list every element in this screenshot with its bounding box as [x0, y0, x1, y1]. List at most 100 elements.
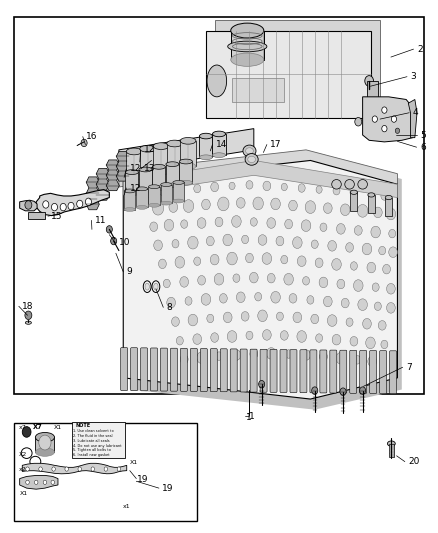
Circle shape — [363, 318, 371, 329]
Ellipse shape — [140, 171, 155, 177]
Circle shape — [194, 184, 201, 193]
Text: X7: X7 — [33, 424, 42, 430]
Circle shape — [336, 223, 345, 234]
Circle shape — [276, 312, 283, 320]
Ellipse shape — [173, 181, 184, 184]
Ellipse shape — [148, 185, 160, 189]
FancyBboxPatch shape — [170, 348, 177, 391]
Circle shape — [184, 200, 194, 213]
Circle shape — [293, 312, 302, 322]
Bar — [136, 189, 148, 207]
Circle shape — [106, 225, 113, 233]
Circle shape — [175, 256, 185, 268]
FancyBboxPatch shape — [220, 349, 227, 392]
Circle shape — [381, 192, 388, 200]
Ellipse shape — [173, 199, 184, 203]
Ellipse shape — [199, 133, 212, 139]
Circle shape — [159, 187, 166, 196]
Circle shape — [293, 237, 302, 248]
Circle shape — [246, 253, 253, 263]
Bar — [199, 136, 212, 157]
Ellipse shape — [166, 183, 179, 188]
Text: 20: 20 — [408, 457, 420, 466]
Text: 3: 3 — [410, 72, 416, 81]
Polygon shape — [36, 190, 109, 216]
Bar — [389, 443, 394, 457]
Ellipse shape — [180, 180, 192, 185]
Circle shape — [353, 280, 363, 292]
Circle shape — [276, 236, 284, 246]
Circle shape — [365, 76, 374, 86]
Text: 19: 19 — [137, 475, 148, 484]
Circle shape — [297, 256, 306, 266]
Bar — [367, 81, 378, 102]
Circle shape — [104, 467, 108, 471]
Ellipse shape — [345, 180, 354, 189]
Circle shape — [35, 480, 38, 484]
Circle shape — [340, 204, 350, 216]
FancyBboxPatch shape — [215, 20, 380, 108]
Circle shape — [271, 198, 280, 210]
Circle shape — [169, 202, 178, 213]
Text: 19: 19 — [162, 483, 174, 492]
Circle shape — [211, 182, 219, 192]
Polygon shape — [20, 200, 37, 211]
Circle shape — [91, 467, 95, 471]
Bar — [124, 191, 135, 209]
Circle shape — [297, 330, 307, 342]
Text: 10: 10 — [119, 238, 131, 247]
FancyBboxPatch shape — [160, 348, 167, 391]
Circle shape — [201, 199, 210, 210]
Circle shape — [219, 294, 227, 303]
Circle shape — [346, 318, 353, 326]
Circle shape — [180, 277, 188, 287]
Circle shape — [362, 243, 372, 255]
Circle shape — [150, 222, 158, 231]
Ellipse shape — [180, 138, 196, 144]
Circle shape — [332, 334, 341, 345]
Circle shape — [303, 277, 310, 285]
FancyBboxPatch shape — [330, 350, 337, 393]
Circle shape — [111, 237, 117, 245]
Ellipse shape — [140, 146, 155, 152]
Text: 11: 11 — [95, 216, 106, 225]
Polygon shape — [123, 160, 397, 399]
Circle shape — [188, 314, 198, 326]
Bar — [166, 164, 179, 185]
Ellipse shape — [136, 187, 148, 191]
Ellipse shape — [125, 169, 138, 174]
Bar — [14, 17, 424, 394]
FancyBboxPatch shape — [310, 350, 317, 393]
Polygon shape — [20, 475, 58, 489]
Text: 8: 8 — [167, 303, 173, 312]
Circle shape — [43, 480, 47, 484]
Circle shape — [65, 467, 68, 471]
Ellipse shape — [180, 159, 192, 164]
Circle shape — [374, 302, 381, 311]
Circle shape — [251, 217, 257, 226]
Text: X1: X1 — [20, 491, 28, 496]
Circle shape — [302, 350, 311, 360]
Circle shape — [307, 296, 314, 304]
Circle shape — [320, 223, 327, 231]
Bar — [28, 213, 45, 219]
Circle shape — [323, 296, 332, 307]
Bar — [148, 187, 160, 205]
Text: 7: 7 — [406, 363, 412, 372]
Circle shape — [389, 229, 396, 238]
FancyBboxPatch shape — [250, 349, 257, 392]
Bar — [180, 141, 196, 166]
Ellipse shape — [231, 53, 264, 66]
Circle shape — [379, 246, 386, 255]
Circle shape — [358, 299, 367, 311]
Circle shape — [387, 303, 395, 313]
Ellipse shape — [332, 180, 341, 189]
FancyBboxPatch shape — [290, 350, 297, 393]
Circle shape — [201, 294, 211, 305]
Text: X1: X1 — [53, 425, 62, 430]
Circle shape — [346, 243, 353, 252]
Ellipse shape — [154, 283, 158, 290]
Ellipse shape — [139, 188, 152, 193]
Circle shape — [223, 312, 232, 322]
Ellipse shape — [153, 168, 169, 175]
